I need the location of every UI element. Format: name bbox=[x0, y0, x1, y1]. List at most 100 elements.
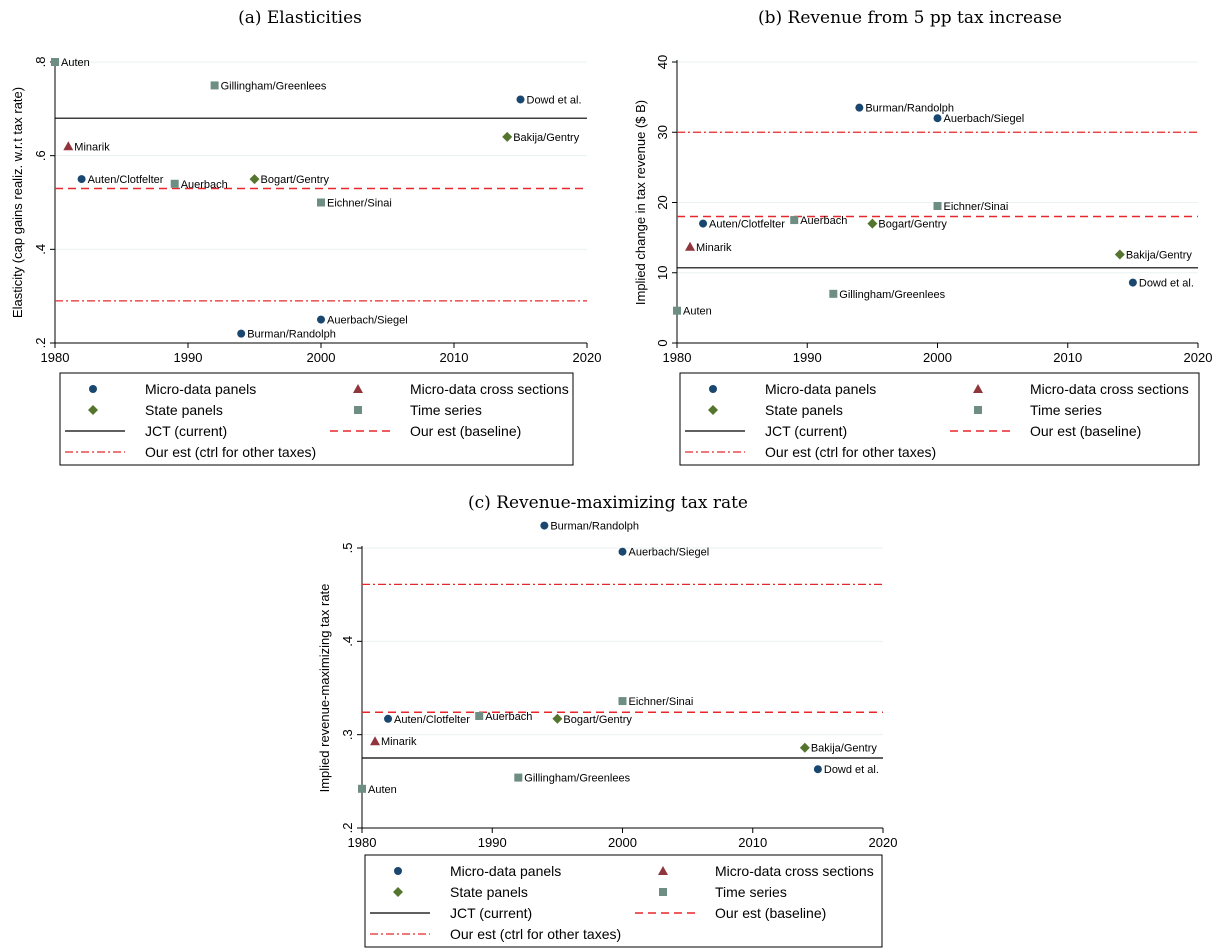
panel-b-legend: Micro-data panels Micro-data cross sectio… bbox=[679, 372, 1200, 466]
legend-label-jct-current: JCT (current) bbox=[145, 423, 227, 439]
point-bakija-gentry bbox=[799, 742, 810, 753]
point-burman-randolph bbox=[237, 329, 246, 338]
legend-label-micro-data-cross-sections: Micro-data cross sections bbox=[410, 381, 569, 397]
y-tick-label: .8 bbox=[33, 57, 48, 68]
legend-symbol-state-panels bbox=[393, 887, 403, 897]
panel-c-legend: Micro-data panels Micro-data cross sectio… bbox=[364, 854, 883, 948]
legend-label-micro-data-cross-sections: Micro-data cross sections bbox=[1030, 381, 1189, 397]
x-tick-label: 2010 bbox=[440, 350, 469, 365]
legend-label-our-est-baseline: Our est (baseline) bbox=[410, 423, 521, 439]
point-minarik bbox=[685, 241, 696, 251]
y-tick-label: 10 bbox=[655, 266, 670, 280]
y-tick-label: 0 bbox=[655, 339, 670, 346]
x-tick-label: 2020 bbox=[1184, 350, 1213, 365]
point-label-bogart-gentry: Bogart/Gentry bbox=[563, 714, 632, 726]
point-label-burman-randolph: Burman/Randolph bbox=[865, 103, 954, 115]
legend-label-state-panels: State panels bbox=[450, 884, 528, 900]
point-label-eichner-sinai: Eichner/Sinai bbox=[629, 696, 694, 708]
y-tick-label: .2 bbox=[33, 338, 48, 349]
legend-label-time-series: Time series bbox=[410, 402, 482, 418]
y-axis-title: Elasticity (cap gains realiz. w.r.t tax … bbox=[10, 87, 25, 318]
point-label-bakija-gentry: Bakija/Gentry bbox=[1126, 249, 1193, 261]
x-tick-label: 1990 bbox=[793, 350, 822, 365]
point-label-minarik: Minarik bbox=[381, 736, 417, 748]
legend-symbol-time-series bbox=[659, 888, 667, 896]
x-tick-label: 2020 bbox=[573, 350, 602, 365]
x-tick-label: 2010 bbox=[1053, 350, 1082, 365]
point-label-dowd-et-al: Dowd et al. bbox=[1139, 278, 1194, 290]
point-auerbach bbox=[475, 712, 484, 720]
y-tick-label: 30 bbox=[655, 125, 670, 139]
point-label-bogart-gentry: Bogart/Gentry bbox=[261, 174, 330, 186]
legend-symbol-micro-data-cross-sections bbox=[658, 866, 668, 875]
point-label-auerbach: Auerbach bbox=[485, 711, 532, 723]
point-auerbach-siegel bbox=[618, 547, 627, 556]
legend-label-our-est-baseline: Our est (baseline) bbox=[715, 905, 826, 921]
legend-symbol-state-panels bbox=[708, 405, 718, 415]
point-auerbach bbox=[790, 216, 799, 225]
point-label-gillingham-greenlees: Gillingham/Greenlees bbox=[839, 289, 945, 301]
y-tick-label: 20 bbox=[655, 195, 670, 209]
y-tick-label: .5 bbox=[340, 543, 355, 554]
point-label-auten: Auten bbox=[368, 784, 397, 796]
legend-label-micro-data-panels: Micro-data panels bbox=[145, 381, 256, 397]
point-label-dowd-et-al: Dowd et al. bbox=[824, 764, 879, 776]
point-dowd-et-al bbox=[1128, 278, 1137, 287]
legend-symbol-micro-data-cross-sections bbox=[973, 384, 983, 393]
point-label-burman-randolph: Burman/Randolph bbox=[247, 329, 336, 341]
point-label-eichner-sinai: Eichner/Sinai bbox=[944, 201, 1009, 213]
panel-c-title: (c) Revenue-maximizing tax rate bbox=[468, 493, 748, 513]
panel-a-chart: .2 .4 .6 .8 1980 1990 2000 2010 2020 Elasticity (… bbox=[10, 57, 601, 365]
point-gillingham-greenlees bbox=[514, 773, 523, 782]
legend-symbol-micro-data-panels bbox=[709, 385, 717, 393]
panel-b-chart: 0 10 20 30 40 1980 1990 2000 2010 2020 Implied cha… bbox=[633, 55, 1212, 365]
point-gillingham-greenlees bbox=[210, 81, 219, 90]
point-label-auerbach-siegel: Auerbach/Siegel bbox=[944, 113, 1025, 125]
legend-label-jct-current: JCT (current) bbox=[765, 423, 847, 439]
y-tick-label: .4 bbox=[33, 244, 48, 255]
x-tick-label: 1990 bbox=[174, 350, 203, 365]
legend-box bbox=[59, 372, 574, 466]
point-label-auten: Auten bbox=[683, 306, 712, 318]
point-label-dowd-et-al: Dowd et al. bbox=[527, 94, 582, 106]
x-tick-label: 1980 bbox=[348, 835, 377, 850]
y-tick-label: .4 bbox=[340, 636, 355, 647]
point-minarik bbox=[63, 141, 74, 151]
point-auten bbox=[673, 306, 681, 315]
point-minarik bbox=[370, 736, 381, 746]
point-label-auten-clotfelter: Auten/Clotfelter bbox=[88, 174, 164, 186]
legend-label-state-panels: State panels bbox=[765, 402, 843, 418]
legend-label-micro-data-cross-sections: Micro-data cross sections bbox=[715, 863, 874, 879]
x-tick-label: 2010 bbox=[738, 835, 767, 850]
point-label-burman-randolph: Burman/Randolph bbox=[550, 521, 639, 533]
panel-a-title: (a) Elasticities bbox=[238, 8, 362, 28]
legend-symbol-state-panels bbox=[88, 405, 98, 415]
legend-label-our-est-baseline: Our est (baseline) bbox=[1030, 423, 1141, 439]
legend-symbol-time-series bbox=[974, 406, 982, 414]
point-burman-randolph bbox=[855, 103, 864, 112]
legend-box bbox=[364, 854, 883, 948]
point-auerbach-siegel bbox=[317, 315, 325, 324]
point-label-gillingham-greenlees: Gillingham/Greenlees bbox=[524, 773, 630, 785]
point-label-auerbach: Auerbach bbox=[800, 215, 847, 227]
point-label-auerbach-siegel: Auerbach/Siegel bbox=[327, 315, 408, 327]
point-eichner-sinai bbox=[317, 198, 325, 207]
x-tick-label: 2000 bbox=[307, 350, 336, 365]
point-label-auten-clotfelter: Auten/Clotfelter bbox=[394, 714, 470, 726]
x-tick-label: 1990 bbox=[478, 835, 507, 850]
point-label-auten-clotfelter: Auten/Clotfelter bbox=[709, 219, 785, 231]
point-auten-clotfelter bbox=[77, 175, 86, 184]
point-eichner-sinai bbox=[933, 202, 942, 211]
legend-symbol-micro-data-panels bbox=[394, 867, 402, 875]
point-label-auerbach: Auerbach bbox=[181, 179, 228, 191]
point-auten-clotfelter bbox=[384, 714, 393, 723]
panel-b-title: (b) Revenue from 5 pp tax increase bbox=[758, 8, 1062, 28]
point-label-auten: Auten bbox=[61, 57, 90, 69]
legend-symbol-micro-data-panels bbox=[89, 385, 97, 393]
y-axis-title: Implied change in tax revenue ($ B) bbox=[633, 100, 648, 305]
point-dowd-et-al bbox=[516, 95, 525, 104]
legend-label-time-series: Time series bbox=[1030, 402, 1102, 418]
point-auerbach bbox=[170, 179, 179, 188]
y-tick-label: .6 bbox=[33, 150, 48, 161]
